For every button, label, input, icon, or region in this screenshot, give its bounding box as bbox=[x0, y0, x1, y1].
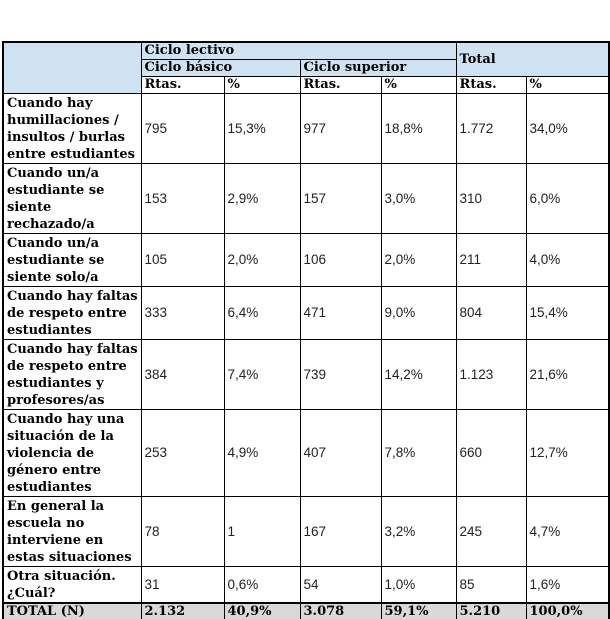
cell-superior-pct: 2,0% bbox=[380, 232, 457, 287]
total-row-label: TOTAL (N) bbox=[2, 601, 142, 619]
row-label: Cuando un/a estudiante se siente solo/a bbox=[2, 232, 142, 287]
total-total-pct: 100,0% bbox=[525, 601, 610, 619]
table-row: Cuando hay faltas de respeto entre estud… bbox=[2, 338, 610, 410]
cell-superior-rtas: 54 bbox=[299, 565, 382, 603]
cell-total-pct: 34,0% bbox=[525, 92, 610, 164]
table-row: Cuando hay humillaciones / insultos / bu… bbox=[2, 92, 610, 164]
cell-basico-pct: 2,9% bbox=[223, 162, 301, 234]
table-row: Otra situación. ¿Cuál? 31 0,6% 54 1,0% 8… bbox=[2, 565, 610, 603]
cell-basico-pct: 2,0% bbox=[223, 232, 301, 287]
cell-superior-rtas: 407 bbox=[299, 408, 382, 497]
table-row: Cuando un/a estudiante se siente solo/a … bbox=[2, 232, 610, 287]
cell-basico-rtas: 333 bbox=[140, 285, 225, 340]
total-row: TOTAL (N) 2.132 40,9% 3.078 59,1% 5.210 … bbox=[2, 601, 610, 619]
cell-superior-rtas: 977 bbox=[299, 92, 382, 164]
cell-total-rtas: 660 bbox=[455, 408, 527, 497]
table-row: Cuando hay una situación de la violencia… bbox=[2, 408, 610, 497]
row-label: Otra situación. ¿Cuál? bbox=[2, 565, 142, 603]
table-row: Cuando un/a estudiante se siente rechaza… bbox=[2, 162, 610, 234]
cell-superior-pct: 9,0% bbox=[380, 285, 457, 340]
cell-superior-rtas: 106 bbox=[299, 232, 382, 287]
header-basico-pct: % bbox=[223, 75, 301, 94]
row-label: Cuando hay faltas de respeto entre estud… bbox=[2, 285, 142, 340]
cell-basico-rtas: 105 bbox=[140, 232, 225, 287]
header-ciclo-basico: Ciclo básico bbox=[140, 58, 301, 77]
cell-basico-pct: 6,4% bbox=[223, 285, 301, 340]
cell-total-pct: 4,7% bbox=[525, 495, 610, 567]
cell-basico-pct: 1 bbox=[223, 495, 301, 567]
cell-total-rtas: 1.772 bbox=[455, 92, 527, 164]
header-total: Total bbox=[455, 41, 610, 77]
row-label: Cuando un/a estudiante se siente rechaza… bbox=[2, 162, 142, 234]
total-superior-rtas: 3.078 bbox=[299, 601, 382, 619]
row-label: En general la escuela no interviene en e… bbox=[2, 495, 142, 567]
row-label: Cuando hay humillaciones / insultos / bu… bbox=[2, 92, 142, 164]
cell-basico-rtas: 31 bbox=[140, 565, 225, 603]
cell-basico-pct: 15,3% bbox=[223, 92, 301, 164]
cell-superior-pct: 3,0% bbox=[380, 162, 457, 234]
cell-total-pct: 6,0% bbox=[525, 162, 610, 234]
header-basico-rtas: Rtas. bbox=[140, 75, 225, 94]
cell-superior-pct: 14,2% bbox=[380, 338, 457, 410]
cell-total-rtas: 85 bbox=[455, 565, 527, 603]
cell-superior-rtas: 167 bbox=[299, 495, 382, 567]
cell-basico-pct: 7,4% bbox=[223, 338, 301, 410]
cell-superior-pct: 7,8% bbox=[380, 408, 457, 497]
total-total-rtas: 5.210 bbox=[455, 601, 527, 619]
total-basico-rtas: 2.132 bbox=[140, 601, 225, 619]
cell-total-pct: 12,7% bbox=[525, 408, 610, 497]
header-total-rtas: Rtas. bbox=[455, 75, 527, 94]
header-superior-pct: % bbox=[380, 75, 457, 94]
corner-empty-cell bbox=[2, 41, 142, 94]
survey-results-table: Ciclo lectivo Total Ciclo básico Ciclo s… bbox=[2, 41, 610, 619]
row-label: Cuando hay una situación de la violencia… bbox=[2, 408, 142, 497]
cell-total-pct: 1,6% bbox=[525, 565, 610, 603]
header-ciclo-lectivo: Ciclo lectivo bbox=[140, 41, 457, 60]
cell-superior-rtas: 471 bbox=[299, 285, 382, 340]
cell-total-rtas: 310 bbox=[455, 162, 527, 234]
cell-total-rtas: 211 bbox=[455, 232, 527, 287]
cell-total-pct: 4,0% bbox=[525, 232, 610, 287]
cell-superior-rtas: 157 bbox=[299, 162, 382, 234]
cell-total-pct: 15,4% bbox=[525, 285, 610, 340]
total-basico-pct: 40,9% bbox=[223, 601, 301, 619]
row-label: Cuando hay faltas de respeto entre estud… bbox=[2, 338, 142, 410]
table-row: Cuando hay faltas de respeto entre estud… bbox=[2, 285, 610, 340]
header-superior-rtas: Rtas. bbox=[299, 75, 382, 94]
cell-basico-rtas: 153 bbox=[140, 162, 225, 234]
cell-superior-pct: 1,0% bbox=[380, 565, 457, 603]
header-ciclo-superior: Ciclo superior bbox=[299, 58, 457, 77]
cell-total-rtas: 245 bbox=[455, 495, 527, 567]
cell-basico-rtas: 78 bbox=[140, 495, 225, 567]
table-row: En general la escuela no interviene en e… bbox=[2, 495, 610, 567]
cell-basico-pct: 0,6% bbox=[223, 565, 301, 603]
cell-total-pct: 21,6% bbox=[525, 338, 610, 410]
cell-total-rtas: 1.123 bbox=[455, 338, 527, 410]
header-total-pct: % bbox=[525, 75, 610, 94]
total-superior-pct: 59,1% bbox=[380, 601, 457, 619]
cell-superior-pct: 3,2% bbox=[380, 495, 457, 567]
cell-basico-rtas: 253 bbox=[140, 408, 225, 497]
cell-basico-rtas: 795 bbox=[140, 92, 225, 164]
cell-superior-pct: 18,8% bbox=[380, 92, 457, 164]
cell-total-rtas: 804 bbox=[455, 285, 527, 340]
cell-basico-pct: 4,9% bbox=[223, 408, 301, 497]
cell-superior-rtas: 739 bbox=[299, 338, 382, 410]
cell-basico-rtas: 384 bbox=[140, 338, 225, 410]
